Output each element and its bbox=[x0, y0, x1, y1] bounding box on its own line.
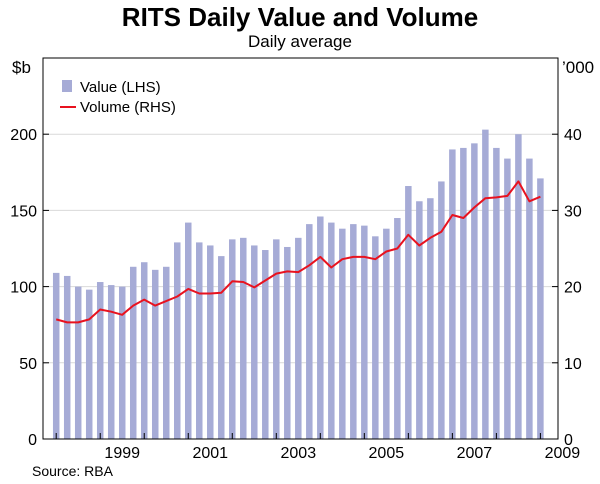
x-tick-label: 2003 bbox=[281, 445, 317, 462]
volume-line bbox=[55, 180, 541, 324]
value-bar bbox=[504, 158, 511, 440]
source-note: Source: RBA bbox=[32, 463, 113, 479]
value-bar bbox=[438, 181, 445, 439]
value-bar bbox=[449, 149, 456, 439]
value-bar bbox=[63, 275, 71, 439]
value-bar bbox=[460, 147, 467, 439]
value-bar bbox=[85, 289, 93, 439]
value-bar bbox=[284, 246, 291, 439]
value-bar bbox=[118, 286, 126, 439]
value-bar bbox=[207, 245, 214, 439]
value-bar bbox=[140, 262, 148, 439]
right-tick-label: 10 bbox=[564, 356, 582, 373]
value-bar bbox=[526, 158, 533, 440]
value-bar bbox=[96, 282, 104, 439]
left-tick-label: 50 bbox=[19, 356, 37, 373]
chart-title: RITS Daily Value and Volume bbox=[121, 2, 479, 32]
value-bar bbox=[306, 224, 313, 439]
chart-subtitle: Daily average bbox=[248, 32, 352, 51]
right-tick-label: 20 bbox=[564, 280, 582, 297]
legend-value-label: Value (LHS) bbox=[80, 79, 161, 96]
value-bar bbox=[383, 228, 390, 439]
right-tick-label: 0 bbox=[564, 432, 573, 449]
value-bar bbox=[328, 222, 335, 439]
right-tick-label: 30 bbox=[564, 203, 582, 220]
right-tick-label: 40 bbox=[564, 127, 582, 144]
value-bar bbox=[427, 198, 434, 439]
axes: 0 50 100 150 200 0 10 20 30 40 1999 2001 2003 2005 200… bbox=[10, 127, 582, 462]
value-bar bbox=[162, 266, 170, 439]
value-bar bbox=[361, 225, 368, 439]
right-unit-label: ’000 bbox=[562, 58, 594, 77]
x-tick-label: 2007 bbox=[457, 445, 493, 462]
left-tick-label: 100 bbox=[10, 280, 37, 297]
value-bar bbox=[317, 216, 324, 439]
value-bar bbox=[339, 228, 346, 439]
value-bar bbox=[151, 269, 159, 439]
left-tick-label: 200 bbox=[10, 127, 37, 144]
value-bar bbox=[416, 201, 423, 439]
x-tick-label: 2009 bbox=[545, 445, 581, 462]
value-bar bbox=[52, 272, 60, 439]
value-bar bbox=[405, 186, 412, 439]
x-tick-label: 2001 bbox=[192, 445, 228, 462]
left-tick-label: 0 bbox=[28, 432, 37, 449]
value-bar bbox=[482, 129, 489, 440]
value-bar bbox=[229, 239, 236, 439]
x-tick-label: 2005 bbox=[369, 445, 405, 462]
value-bar bbox=[515, 134, 522, 439]
value-bar bbox=[129, 266, 137, 439]
left-unit-label: $b bbox=[12, 58, 31, 77]
value-bar bbox=[196, 242, 203, 439]
value-bar bbox=[350, 224, 357, 439]
value-bar bbox=[240, 237, 247, 439]
value-bar bbox=[394, 218, 401, 439]
volume-line-group bbox=[55, 180, 541, 324]
value-bar bbox=[174, 242, 181, 439]
value-bar bbox=[471, 143, 478, 439]
legend-value-swatch bbox=[62, 80, 72, 92]
value-bar bbox=[218, 256, 225, 439]
value-bar bbox=[493, 147, 500, 439]
value-bar bbox=[537, 178, 544, 439]
value-bar bbox=[273, 239, 280, 439]
legend-volume-label: Volume (RHS) bbox=[80, 99, 176, 116]
plot-frame bbox=[42, 57, 559, 440]
value-bar bbox=[107, 285, 115, 439]
left-tick-label: 150 bbox=[10, 203, 37, 220]
value-bar bbox=[74, 286, 82, 439]
value-bars bbox=[52, 129, 544, 440]
value-bar bbox=[185, 222, 192, 439]
value-bar bbox=[262, 250, 269, 439]
x-tick-label: 1999 bbox=[104, 445, 140, 462]
value-bar bbox=[372, 236, 379, 439]
legend: Value (LHS) Volume (RHS) bbox=[60, 79, 176, 116]
value-bar bbox=[251, 245, 258, 439]
value-bar bbox=[295, 237, 302, 439]
